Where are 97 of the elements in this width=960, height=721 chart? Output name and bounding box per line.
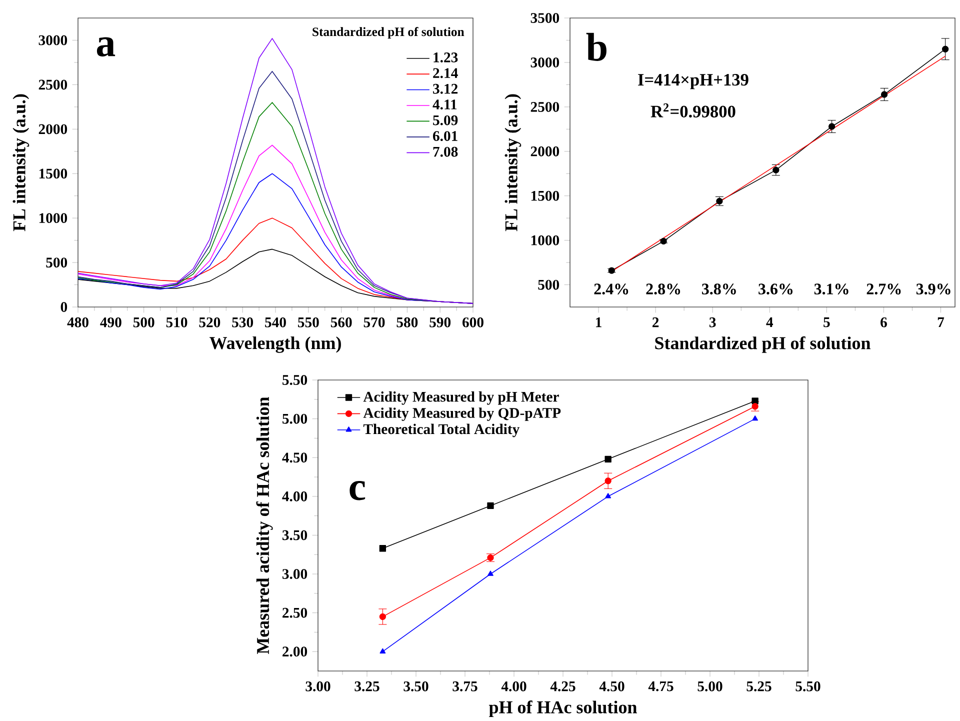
- y-tick-label: 1000: [39, 212, 68, 223]
- x-tick-label: 560: [330, 317, 352, 328]
- point: [487, 502, 494, 509]
- x-tick-label: 500: [133, 317, 154, 328]
- y-tick-label: 3000: [530, 57, 560, 68]
- annotation: c: [350, 480, 366, 500]
- x-tick-label: 520: [199, 317, 220, 328]
- y-tick-label: 0: [60, 302, 68, 312]
- x-tick-label: 480: [67, 317, 88, 328]
- y-tick-label: 4.00: [282, 491, 308, 502]
- x-tick-label: 5.00: [698, 681, 722, 692]
- annotation: a: [96, 37, 116, 56]
- annotation: 3.6%: [758, 283, 792, 294]
- x-tick-label: 4.50: [599, 681, 624, 692]
- y-tick-label: 500: [538, 280, 560, 290]
- x-tick-label: 4: [766, 317, 774, 327]
- y-axis-title: Measured acidity of HAc solution: [256, 396, 273, 654]
- point: [608, 266, 615, 274]
- annotation: 2.7%: [866, 283, 901, 294]
- y-tick-label: 3.00: [282, 568, 308, 579]
- x-tick-label: 3.25: [354, 681, 380, 692]
- x-axis-title: Standardized pH of solution: [655, 336, 870, 353]
- legend-label: Acidity Measured by QD-pATP: [363, 407, 561, 421]
- y-tick-label: 1500: [531, 190, 560, 201]
- point: [942, 46, 949, 52]
- x-tick-label: 580: [396, 317, 418, 328]
- x-tick-label: 1: [596, 317, 602, 327]
- y-tick-label: 4.50: [282, 452, 308, 462]
- x-tick-label: 7: [938, 317, 944, 327]
- point: [605, 492, 612, 498]
- x-tick-label: 5: [824, 317, 830, 327]
- y-tick-label: 2.00: [282, 646, 308, 656]
- annotation: 2.8%: [646, 283, 680, 294]
- y-tick-label: 2.50: [282, 608, 308, 618]
- legend-label: 1.23: [434, 52, 458, 62]
- x-tick-label: 2: [652, 317, 659, 327]
- x-tick-label: 530: [232, 317, 254, 328]
- point: [772, 166, 780, 174]
- y-tick-label: 3000: [38, 35, 68, 45]
- legend-label: 5.09: [433, 115, 458, 126]
- y-axis-title: FL intensity (a.u.): [504, 94, 522, 231]
- point: [379, 613, 386, 620]
- y-axis-title: FL intensity (a.u.): [12, 94, 30, 231]
- point: [604, 477, 612, 484]
- point: [880, 90, 888, 98]
- x-tick-label: 5.25: [746, 681, 772, 692]
- x-tick-label: 490: [100, 317, 122, 328]
- y-tick-label: 2000: [38, 124, 68, 134]
- y-tick-label: 3.50: [282, 530, 308, 540]
- x-tick-label: 4.25: [550, 681, 576, 692]
- x-tick-label: 590: [430, 317, 451, 328]
- legend-label: 7.08: [433, 146, 458, 157]
- y-tick-label: 1000: [531, 235, 560, 246]
- point: [380, 648, 386, 654]
- x-tick-label: 600: [462, 317, 484, 328]
- annotation: 3.9%: [916, 283, 950, 294]
- x-tick-label: 510: [166, 317, 188, 328]
- y-tick-label: 500: [46, 257, 68, 268]
- legend-label: 2.14: [433, 68, 458, 78]
- annotation: b: [586, 32, 606, 61]
- y-tick-label: 5.50: [282, 374, 308, 385]
- x-tick-label: 540: [265, 317, 286, 328]
- point: [752, 415, 758, 420]
- x-tick-label: 3.00: [306, 681, 330, 692]
- x-tick-label: 550: [298, 317, 319, 328]
- y-tick-label: 2000: [530, 146, 560, 156]
- x-tick-label: 3.50: [404, 681, 428, 692]
- y-tick-label: 2500: [530, 102, 560, 112]
- x-tick-label: 4.00: [501, 681, 526, 692]
- legend-label: Theoretical Total Acidity: [363, 424, 520, 437]
- x-tick-label: 4.75: [648, 681, 674, 692]
- legend-label: 4.11: [432, 99, 457, 110]
- x-tick-label: 3: [709, 317, 716, 328]
- legend-label: 3.12: [433, 84, 458, 94]
- y-tick-label: 5.00: [282, 414, 308, 424]
- y-tick-label: 1500: [39, 168, 68, 178]
- x-tick-label: 570: [364, 317, 385, 328]
- legend-label: 6.01: [433, 130, 458, 141]
- point: [488, 570, 494, 576]
- annotation: 3.8%: [702, 283, 736, 294]
- x-tick-label: 6: [880, 317, 887, 328]
- y-tick-label: 3500: [530, 12, 560, 23]
- annotation: 3.1%: [814, 283, 848, 294]
- point: [752, 397, 758, 404]
- annotation: I=414×pH+139: [638, 74, 748, 89]
- y-tick-label: 2500: [38, 80, 68, 90]
- legend-label: Acidity Measured by pH Meter: [363, 391, 559, 405]
- point: [604, 456, 612, 462]
- x-tick-label: 3.75: [452, 681, 478, 692]
- x-tick-label: 5.50: [796, 681, 820, 692]
- point: [828, 122, 836, 130]
- point: [379, 544, 386, 552]
- x-axis-title: Wavelength (nm): [210, 336, 341, 353]
- annotation: R$^{2}$=0.99800: [650, 103, 736, 118]
- legend-title: Standardized pH of solution: [312, 26, 464, 38]
- annotation: 2.4%: [594, 283, 628, 294]
- x-axis-title: pH of HAc solution: [488, 700, 637, 717]
